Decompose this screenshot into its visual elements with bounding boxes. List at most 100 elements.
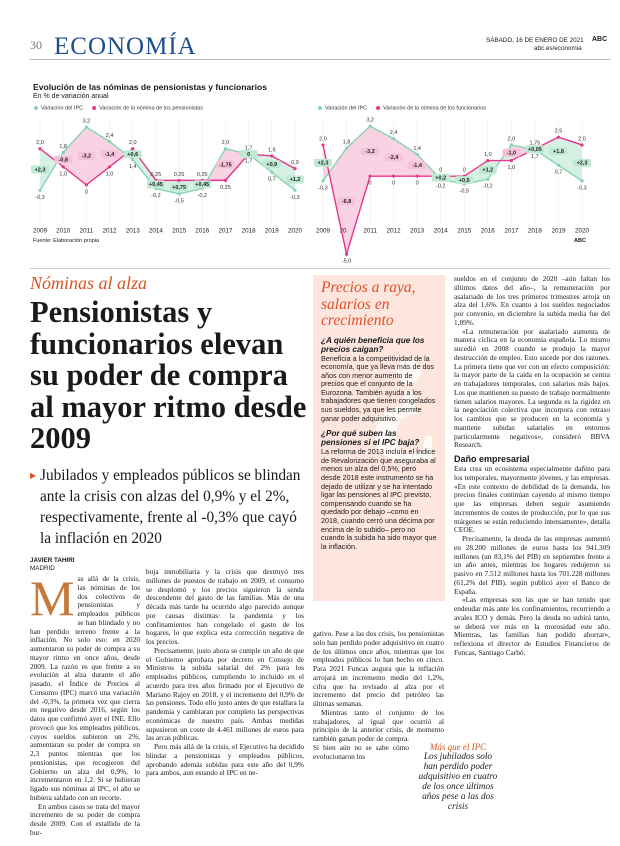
point (223, 147, 228, 151)
x-tick-label: 2011 (363, 228, 377, 235)
value-label: 1,4 (413, 146, 421, 152)
difference-box (193, 180, 212, 189)
legend-swatch (318, 106, 322, 110)
difference-label: -3,2 (365, 149, 374, 155)
difference-box (502, 148, 521, 157)
drop-cap: M (30, 570, 75, 626)
difference-box (573, 158, 591, 167)
value-label: -0,5 (174, 198, 183, 204)
spacer (453, 741, 501, 799)
x-tick-label: 2015 (457, 228, 472, 235)
legend-label: Variación del IPC (325, 105, 367, 111)
x-tick-label: 2017 (218, 228, 233, 235)
point (486, 177, 490, 181)
area-between (370, 126, 394, 177)
difference-label: 0 (247, 152, 250, 158)
difference-box (455, 176, 474, 185)
difference-label: -3,2 (82, 154, 91, 160)
difference-label: -1,0 (507, 151, 516, 157)
column: sueldos en el conjunto de 2020 –aún falt… (453, 274, 610, 799)
point (131, 147, 135, 151)
point (509, 143, 513, 147)
value-label: -0,3 (35, 195, 44, 201)
x-tick-label: 2016 (481, 228, 496, 235)
difference-box (54, 155, 73, 164)
value-label: -0,2 (151, 193, 160, 199)
x-tick-label: 2016 (195, 228, 210, 235)
x-tick-label: 2013 (126, 228, 141, 235)
value-label: 0,25 (220, 185, 231, 191)
point (61, 150, 65, 154)
x-tick-label: 2014 (434, 228, 449, 235)
kicker: Nóminas al alza (30, 273, 148, 293)
value-label: 1,0 (59, 171, 67, 177)
point (486, 158, 490, 163)
x-tick-label: 2018 (242, 228, 257, 235)
column: M as allá de la crisis, las nóminas de l… (30, 570, 140, 838)
value-label: 0,25 (151, 172, 162, 178)
point (368, 174, 372, 178)
point (368, 124, 372, 128)
pull-quote: Más que el IPC Los jubilados solo han pe… (416, 742, 500, 812)
value-label: 1,7 (245, 146, 253, 152)
value-label: -0,3 (577, 185, 586, 191)
point (38, 147, 42, 151)
paragraph: as allá de la crisis, las nóminas de los… (30, 574, 140, 802)
point (107, 139, 112, 144)
difference-box (77, 151, 96, 160)
question: ¿A quién beneficia que los precios caiga… (321, 335, 425, 354)
value-label: 0,9 (291, 160, 299, 166)
dateline: MADRID (30, 565, 55, 572)
value-label: 0 (369, 181, 372, 187)
value-label: 1,0 (484, 152, 492, 158)
answer: La reforma de 2013 incluía el Índice de … (321, 447, 437, 551)
paragraph: Mientras tanto el conjunto de los trabaj… (313, 707, 444, 761)
paragraph: buja inmobiliaria y la crisis que destru… (146, 567, 304, 646)
point (84, 183, 88, 187)
legend-swatch (376, 106, 381, 110)
x-tick-label: 2015 (172, 228, 187, 235)
area-between (63, 127, 87, 185)
value-label: 1,75 (530, 140, 541, 146)
sidebar: ¿ Precios a raya, salarios en crecimient… (313, 275, 445, 601)
point (580, 143, 584, 147)
paragraph: Pero más allá de la crisis, el Ejecutivo… (146, 742, 304, 778)
difference-box (431, 173, 450, 182)
point (177, 192, 181, 196)
value-label: 1,0 (106, 171, 114, 177)
column: gativo. Pese a las dos crisis, los pensi… (313, 629, 445, 802)
value-label: 1,7 (245, 159, 253, 165)
value-label: 2,0 (222, 140, 230, 146)
point (344, 252, 349, 256)
value-label: 0 (439, 168, 442, 174)
point (392, 174, 396, 178)
point (223, 178, 228, 182)
value-label: 2,4 (390, 130, 398, 136)
x-tick-label: 2009 (33, 228, 48, 235)
value-label: 3,2 (83, 118, 91, 124)
point (321, 143, 325, 147)
x-tick-label: 2012 (387, 228, 402, 235)
subheading: Daño empresarial (454, 454, 530, 464)
value-label: 0,25 (174, 172, 185, 178)
difference-label: -1,4 (412, 163, 422, 169)
brand: ABC (592, 36, 608, 43)
value-label: 0 (416, 181, 419, 187)
value-label: 2,5 (555, 129, 563, 135)
point (270, 154, 274, 158)
x-tick-label: 2019 (265, 228, 280, 235)
x-tick-label: 2014 (149, 228, 164, 235)
value-label: -0,2 (198, 193, 207, 199)
point (38, 188, 42, 192)
area-between (109, 141, 133, 167)
graphic-source: Fuente: Elaboración propia (33, 238, 100, 244)
charts: Variación del IPC Variación de la nómina … (31, 105, 591, 265)
point (415, 152, 419, 156)
difference-box (408, 161, 427, 170)
decoration: ¿ (366, 297, 441, 463)
paragraph: Precisamente, la deuda de las empresas a… (454, 534, 610, 596)
difference-box (337, 197, 356, 206)
value-label: 1,8 (343, 140, 351, 146)
difference-box (262, 160, 281, 169)
